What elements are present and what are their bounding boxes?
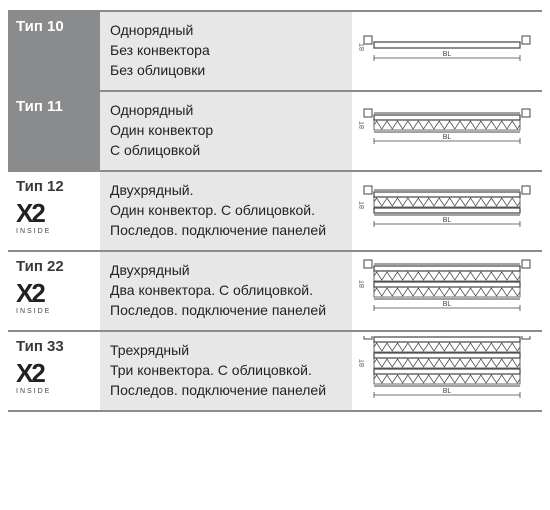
svg-text:BL: BL bbox=[443, 51, 452, 58]
type-desc-cell: ОднорядныйОдин конвекторС облицовкой bbox=[100, 92, 352, 170]
x2-logo: X2 bbox=[16, 362, 94, 384]
type-label: Тип 33 bbox=[16, 338, 94, 356]
x2-sub: INSIDE bbox=[16, 308, 94, 315]
type-desc-cell: Двухрядный.Один конвектор. С облицовкой.… bbox=[100, 172, 352, 250]
desc-line: Последов. подключение панелей bbox=[110, 300, 342, 320]
type-label-cell: Тип 11 bbox=[8, 92, 100, 170]
desc-line: Один конвектор. С облицовкой. bbox=[110, 200, 342, 220]
svg-text:BL: BL bbox=[443, 388, 452, 395]
type-row: Тип 10 ОднорядныйБез конвектораБез облицо… bbox=[8, 10, 542, 90]
type-diagram: BL BT bbox=[352, 172, 542, 250]
svg-text:BT: BT bbox=[360, 201, 366, 209]
type-label-cell: Тип 10 bbox=[8, 12, 100, 90]
type-label: Тип 12 bbox=[16, 178, 94, 196]
svg-text:BT: BT bbox=[360, 359, 366, 367]
type-label-cell: Тип 22 X2 INSIDE bbox=[8, 252, 100, 330]
svg-text:BT: BT bbox=[360, 121, 366, 129]
type-diagram: BL BT bbox=[352, 332, 542, 410]
desc-line: Без конвектора bbox=[110, 40, 342, 60]
desc-line: Два конвектора. С облицовкой. bbox=[110, 280, 342, 300]
type-row: Тип 22 X2 INSIDE ДвухрядныйДва конвектора. … bbox=[8, 250, 542, 330]
type-desc-cell: ОднорядныйБез конвектораБез облицовки bbox=[100, 12, 352, 90]
type-label: Тип 22 bbox=[16, 258, 94, 276]
type-diagram: BL BT bbox=[352, 252, 542, 330]
type-label-cell: Тип 33 X2 INSIDE bbox=[8, 332, 100, 410]
x2-sub: INSIDE bbox=[16, 388, 94, 395]
x2-logo: X2 bbox=[16, 282, 94, 304]
type-diagram: BL BT bbox=[352, 12, 542, 90]
svg-text:BL: BL bbox=[443, 217, 452, 224]
desc-line: Однорядный bbox=[110, 100, 342, 120]
type-label: Тип 10 bbox=[16, 18, 94, 36]
type-row: Тип 12 X2 INSIDE Двухрядный.Один конвектор.… bbox=[8, 170, 542, 250]
type-desc-cell: ДвухрядныйДва конвектора. С облицовкой.П… bbox=[100, 252, 352, 330]
desc-line: Последов. подключение панелей bbox=[110, 380, 342, 400]
svg-text:BL: BL bbox=[443, 301, 452, 308]
desc-line: Без облицовки bbox=[110, 60, 342, 80]
type-label: Тип 11 bbox=[16, 98, 94, 116]
svg-text:BL: BL bbox=[443, 134, 452, 141]
type-desc-cell: ТрехрядныйТри конвектора. С облицовкой.П… bbox=[100, 332, 352, 410]
svg-text:BT: BT bbox=[360, 280, 366, 288]
desc-line: Три конвектора. С облицовкой. bbox=[110, 360, 342, 380]
x2-sub: INSIDE bbox=[16, 228, 94, 235]
type-row: Тип 33 X2 INSIDE ТрехрядныйТри конвектора. … bbox=[8, 330, 542, 412]
desc-line: Один конвектор bbox=[110, 120, 342, 140]
type-label-cell: Тип 12 X2 INSIDE bbox=[8, 172, 100, 250]
type-diagram: BL BT bbox=[352, 92, 542, 170]
desc-line: Двухрядный. bbox=[110, 180, 342, 200]
desc-line: Однорядный bbox=[110, 20, 342, 40]
desc-line: Двухрядный bbox=[110, 260, 342, 280]
x2-logo: X2 bbox=[16, 202, 94, 224]
desc-line: С облицовкой bbox=[110, 140, 342, 160]
desc-line: Последов. подключение панелей bbox=[110, 220, 342, 240]
radiator-type-table: Тип 10ОднорядныйБез конвектораБез облицо… bbox=[8, 10, 542, 412]
svg-text:BT: BT bbox=[360, 43, 366, 51]
desc-line: Трехрядный bbox=[110, 340, 342, 360]
type-row: Тип 11 ОднорядныйОдин конвекторС облицовк… bbox=[8, 90, 542, 170]
